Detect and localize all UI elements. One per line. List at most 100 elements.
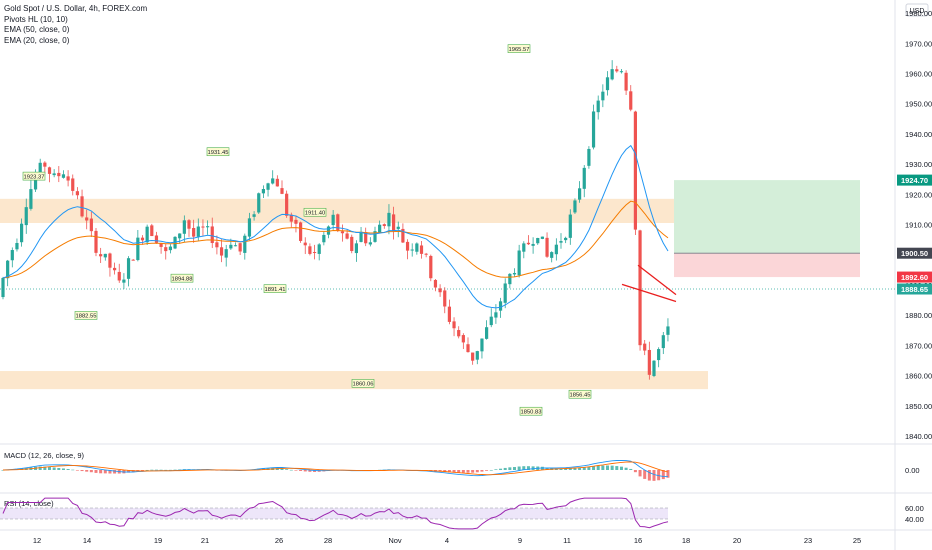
candle-body xyxy=(494,312,498,318)
macd-bar xyxy=(666,470,670,478)
macd-bar xyxy=(480,470,484,472)
candle-body xyxy=(503,283,507,303)
x-tick-label: 28 xyxy=(324,536,332,545)
macd-bar xyxy=(52,467,56,470)
candle-body xyxy=(238,243,242,252)
candle-body xyxy=(140,237,145,241)
candle-body xyxy=(550,252,554,258)
candle-body xyxy=(303,242,307,246)
candle-body xyxy=(1,277,5,298)
macd-bar xyxy=(471,470,475,473)
candle-body xyxy=(591,111,596,148)
macd-bar xyxy=(461,470,465,473)
candle-body xyxy=(438,288,442,293)
wedge-upper-line xyxy=(637,264,677,296)
macd-bar xyxy=(1,470,5,471)
macd-bar xyxy=(145,469,149,471)
candle-body xyxy=(10,250,14,261)
candle-body xyxy=(652,360,656,376)
macd-bar xyxy=(564,468,568,470)
rsi-line xyxy=(2,497,669,530)
macd-bar xyxy=(164,469,168,471)
macd-bar xyxy=(103,470,107,474)
macd-bar xyxy=(494,469,498,470)
macd-bar xyxy=(508,467,512,470)
candle-body xyxy=(350,236,354,252)
candle-body xyxy=(578,188,582,200)
candle-body xyxy=(564,237,568,241)
candle-body xyxy=(568,214,572,238)
chart-title: Gold Spot / U.S. Dollar, 4h, FOREX.com xyxy=(4,4,148,13)
candle-body xyxy=(294,219,298,224)
macd-bar xyxy=(661,470,665,480)
candle-body xyxy=(359,231,363,242)
indicator-ema-20[interactable]: EMA (20, close, 0) xyxy=(4,35,70,45)
candle-body xyxy=(43,162,47,167)
macd-bar xyxy=(294,470,298,471)
y-tick-label: 1930.00 xyxy=(905,160,932,169)
candle-body xyxy=(485,327,489,339)
candle-body xyxy=(643,343,647,351)
candle-body xyxy=(382,224,386,227)
macd-bar xyxy=(526,466,530,470)
macd-bar xyxy=(178,469,182,471)
macd-bar xyxy=(85,470,89,472)
pivot-label: 1882.55 xyxy=(76,314,97,320)
x-tick-label: 9 xyxy=(518,536,522,545)
x-tick-label: 25 xyxy=(853,536,861,545)
macd-bar xyxy=(94,470,98,473)
position-stop-area xyxy=(674,253,860,278)
position-target-area xyxy=(674,180,860,254)
candle-body xyxy=(206,226,210,228)
pivot-label-box xyxy=(519,406,543,416)
price-badge xyxy=(897,271,932,283)
y-tick-label: 1880.00 xyxy=(905,311,932,320)
candle-body xyxy=(392,214,396,231)
macd-bar xyxy=(657,470,661,481)
candle-body xyxy=(145,226,149,243)
candle-body xyxy=(173,236,177,249)
macd-bar xyxy=(168,469,172,471)
rsi-tick: 60.00 xyxy=(905,504,924,513)
y-tick-label: 1840.00 xyxy=(905,432,932,441)
macd-bar xyxy=(610,465,614,470)
candle-body xyxy=(545,237,549,257)
macd-label: MACD (12, 26, close, 9) xyxy=(4,451,85,460)
candle-body xyxy=(471,352,475,361)
wedge-lower-line xyxy=(621,283,677,303)
pivot-label: 1965.57 xyxy=(509,47,530,53)
candle-body xyxy=(33,175,38,190)
candle-body xyxy=(405,241,410,251)
macd-bar xyxy=(299,470,303,471)
candle-body xyxy=(317,244,321,254)
macd-bar xyxy=(489,469,493,471)
macd-bar xyxy=(466,470,470,473)
candle-body xyxy=(117,271,121,281)
candle-body xyxy=(498,301,503,311)
macd-bar xyxy=(71,469,75,471)
candle-body xyxy=(480,338,484,352)
macd-bar xyxy=(80,470,84,472)
macd-bar xyxy=(499,468,503,470)
candle-body xyxy=(540,236,544,239)
macd-bar xyxy=(559,468,563,470)
candle-body xyxy=(429,255,433,279)
indicator-ema-50[interactable]: EMA (50, close, 0) xyxy=(4,25,70,34)
candle-body xyxy=(285,193,289,216)
candle-body xyxy=(666,326,670,335)
macd-bar xyxy=(592,466,596,470)
macd-bar xyxy=(66,468,70,470)
candle-body xyxy=(103,253,107,258)
candle-body xyxy=(419,245,424,254)
candle-body xyxy=(582,167,586,189)
pivot-label-box xyxy=(351,379,375,388)
pivot-label-box xyxy=(303,207,327,217)
macd-bar xyxy=(61,468,65,470)
indicator-pivots[interactable]: Pivots HL (10, 10) xyxy=(4,14,68,24)
candle-body xyxy=(368,242,372,245)
macd-bar xyxy=(568,468,572,470)
candle-body xyxy=(289,214,293,222)
candle-body xyxy=(526,242,531,245)
pivot-label: 1894.88 xyxy=(172,276,193,282)
